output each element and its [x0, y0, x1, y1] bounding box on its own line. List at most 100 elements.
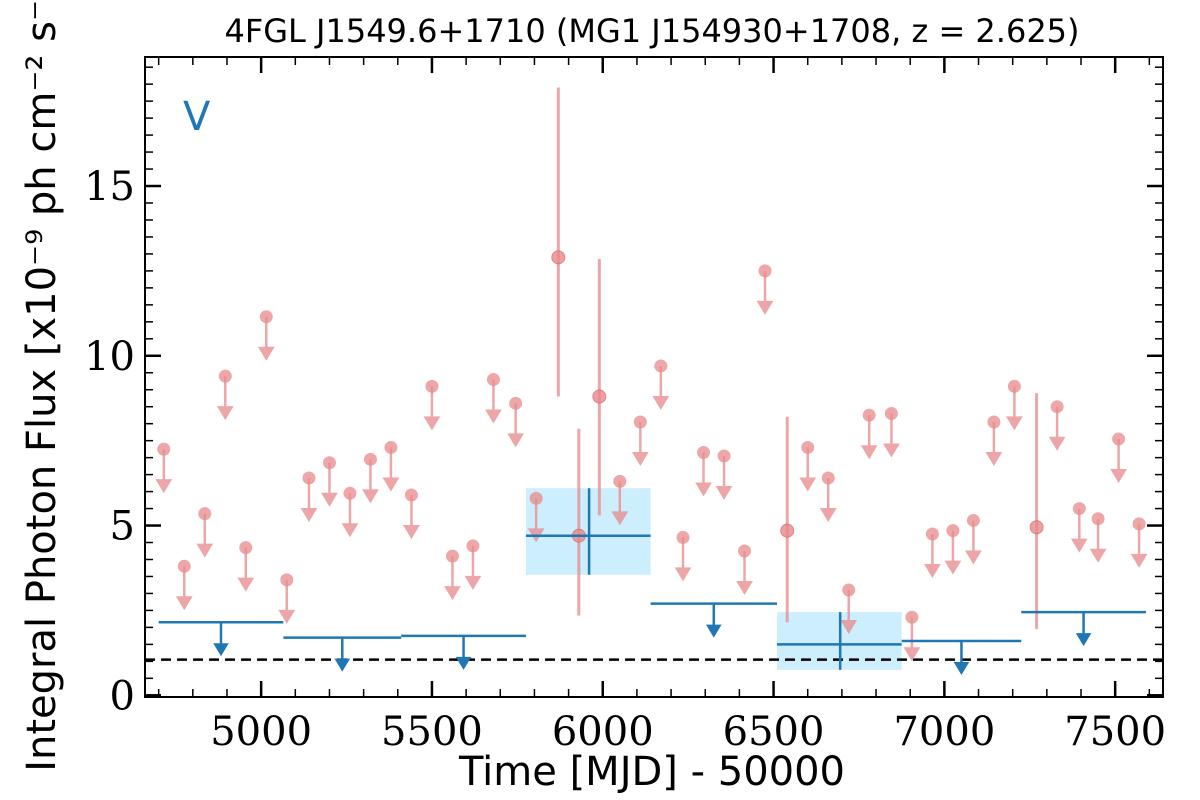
monthly-upper-limit-point	[1072, 502, 1086, 516]
monthly-upper-limit-arrow-head	[1089, 548, 1107, 563]
monthly-upper-limit-arrow	[341, 493, 359, 538]
monthly-upper-limit-arrow-head	[321, 492, 338, 507]
yearly-upper-limit-arrow	[213, 622, 229, 657]
y-tick-label: 15	[84, 164, 135, 210]
yearly-upper-limit-arrow-head	[213, 643, 229, 657]
monthly-upper-limit-arrow-head	[1070, 538, 1088, 553]
monthly-upper-limit-arrow	[464, 545, 482, 590]
monthly-upper-limit-point	[425, 379, 439, 393]
monthly-upper-limit-arrow	[1110, 438, 1127, 483]
monthly-upper-limit-arrow	[883, 413, 900, 458]
x-tick-label: 5500	[381, 709, 483, 755]
monthly-upper-limit-point	[654, 359, 668, 373]
monthly-upper-limit-point	[905, 610, 919, 624]
monthly-upper-limit-arrow	[985, 421, 1003, 466]
monthly-upper-limit-arrow	[1070, 508, 1088, 553]
x-tick-label: 7000	[893, 709, 995, 755]
monthly-upper-limit-arrow-head	[175, 596, 193, 611]
monthly-upper-limit-arrow	[175, 566, 193, 611]
monthly-upper-limit-arrow-head	[341, 523, 359, 538]
monthly-upper-limit-point	[842, 583, 856, 597]
monthly-upper-limit-arrow	[278, 579, 296, 624]
monthly-upper-limit-point	[1050, 400, 1064, 414]
monthly-upper-limit-arrow-head	[423, 416, 441, 431]
monthly-upper-limit-arrow	[216, 376, 234, 421]
monthly-upper-limit-arrow	[736, 551, 753, 596]
plot-frame	[144, 56, 1164, 698]
monthly-upper-limit-arrow	[403, 494, 420, 539]
monthly-upper-limit-arrow-head	[715, 485, 733, 500]
monthly-upper-limit-point	[404, 488, 418, 502]
monthly-upper-limit-arrow-head	[196, 543, 214, 558]
monthly-upper-limit-arrow	[944, 530, 962, 575]
x-tick-label: 6500	[723, 709, 825, 755]
monthly-upper-limit-arrow-head	[903, 647, 921, 662]
monthly-upper-limit-arrow-head	[631, 451, 649, 466]
monthly-upper-limit-arrow	[485, 379, 502, 424]
monthly-upper-limit-point	[676, 530, 690, 544]
monthly-upper-limit-arrow	[444, 556, 461, 601]
monthly-upper-limit-point	[343, 486, 357, 500]
monthly-upper-limit-arrow-head	[985, 451, 1003, 466]
monthly-upper-limit-point	[529, 491, 543, 505]
monthly-upper-limit-arrow-head	[300, 508, 318, 523]
monthly-upper-limit-point	[177, 559, 191, 573]
monthly-detection-point	[551, 250, 566, 265]
monthly-upper-limit-arrow-head	[840, 620, 858, 635]
yearly-upper-limit-arrow	[455, 635, 472, 670]
monthly-upper-limit-arrow-head	[799, 477, 817, 492]
monthly-upper-limit-arrow-head	[444, 586, 461, 601]
monthly-upper-limit-point	[758, 264, 772, 278]
monthly-upper-limit-arrow-head	[382, 477, 400, 492]
monthly-upper-limit-point	[613, 474, 627, 488]
monthly-upper-limit-point	[1132, 517, 1146, 531]
monthly-upper-limit-point	[801, 440, 815, 454]
monthly-upper-limit-arrow	[965, 520, 982, 565]
monthly-upper-limit-point	[445, 549, 459, 563]
x-tick-label: 7500	[1064, 709, 1166, 755]
monthly-upper-limit-point	[1112, 432, 1126, 446]
monthly-upper-limit-arrow	[860, 415, 878, 460]
y-tick-label: 10	[84, 334, 135, 380]
monthly-upper-limit-point	[633, 415, 647, 429]
monthly-upper-limit-point	[925, 527, 939, 541]
monthly-detection-point	[780, 523, 795, 538]
monthly-upper-limit-arrow-head	[1130, 553, 1148, 568]
y-tick-label: 5	[110, 504, 135, 550]
monthly-upper-limit-arrow-head	[1005, 416, 1023, 431]
yearly-upper-limit-arrow-head	[705, 624, 722, 638]
monthly-upper-limit-arrow-head	[257, 346, 275, 361]
monthly-upper-limit-arrow	[1048, 406, 1066, 451]
monthly-upper-limit-arrow	[674, 537, 692, 582]
monthly-upper-limit-point	[987, 415, 1001, 429]
monthly-upper-limit-arrow-head	[652, 395, 670, 410]
monthly-upper-limit-point	[322, 456, 336, 470]
monthly-upper-limit-arrow-head	[507, 433, 525, 448]
monthly-upper-limit-point	[884, 406, 898, 420]
monthly-upper-limit-point	[259, 310, 273, 324]
monthly-upper-limit-arrow-head	[485, 409, 502, 424]
monthly-upper-limit-arrow-head	[674, 567, 692, 582]
monthly-upper-limit-arrow	[924, 534, 941, 579]
yearly-upper-limit-arrow	[334, 637, 351, 672]
monthly-detection-point	[1029, 520, 1044, 535]
monthly-upper-limit-point	[717, 449, 731, 463]
monthly-upper-limit-arrow-head	[155, 479, 173, 494]
x-tick-label: 5000	[210, 709, 312, 755]
monthly-upper-limit-arrow	[1005, 386, 1023, 431]
monthly-upper-limit-arrow-head	[464, 575, 482, 590]
yearly-upper-limit-arrow-head	[953, 661, 970, 675]
monthly-upper-limit-arrow-head	[736, 581, 753, 596]
monthly-upper-limit-point	[738, 544, 752, 558]
monthly-upper-limit-arrow-head	[756, 300, 774, 315]
monthly-upper-limit-point	[486, 373, 500, 387]
yearly-upper-limit-arrow	[953, 640, 970, 675]
monthly-upper-limit-arrow	[300, 478, 318, 523]
yearly-upper-limit-arrow-head	[1075, 633, 1092, 647]
monthly-upper-limit-point	[157, 442, 171, 456]
monthly-upper-limit-arrow	[507, 403, 525, 448]
monthly-upper-limit-arrow	[715, 455, 733, 500]
monthly-upper-limit-point	[384, 440, 398, 454]
monthly-upper-limit-arrow-head	[611, 511, 629, 526]
chart-title: 4FGL J1549.6+1710 (MG1 J154930+1708, z =…	[224, 12, 1079, 50]
